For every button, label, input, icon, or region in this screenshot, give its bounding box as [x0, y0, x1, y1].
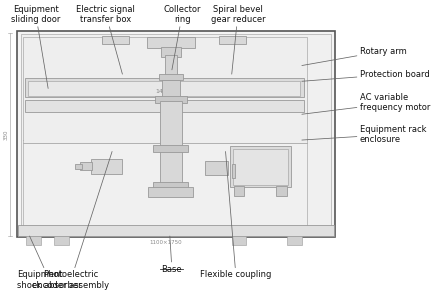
- Bar: [205, 161, 227, 175]
- Text: Equipment rack
enclosure: Equipment rack enclosure: [302, 124, 426, 144]
- Bar: [161, 47, 181, 57]
- Bar: [26, 236, 41, 245]
- Bar: [276, 186, 286, 196]
- Bar: [154, 145, 188, 152]
- Text: Rotary arm: Rotary arm: [302, 47, 407, 65]
- Text: 330: 330: [3, 129, 8, 140]
- Bar: [287, 236, 302, 245]
- Bar: [54, 236, 69, 245]
- Bar: [154, 96, 187, 103]
- Bar: [234, 186, 244, 196]
- Bar: [22, 143, 307, 235]
- Text: Base: Base: [161, 236, 182, 274]
- Text: Electric signal
transfer box: Electric signal transfer box: [77, 4, 136, 74]
- Bar: [17, 31, 335, 237]
- Bar: [159, 74, 183, 80]
- Bar: [74, 163, 81, 169]
- Text: 14G: 14G: [155, 89, 168, 94]
- Bar: [26, 78, 304, 97]
- Text: 1100×1750: 1100×1750: [150, 240, 182, 245]
- Bar: [220, 36, 246, 44]
- Text: Protection board: Protection board: [302, 70, 429, 81]
- Bar: [230, 146, 291, 187]
- Bar: [28, 81, 300, 96]
- Text: Equipment
sliding door: Equipment sliding door: [11, 4, 60, 88]
- Bar: [147, 37, 194, 48]
- Bar: [21, 34, 331, 235]
- Bar: [91, 159, 121, 174]
- Bar: [165, 55, 177, 77]
- Bar: [81, 162, 92, 170]
- Bar: [160, 101, 182, 186]
- Text: Spiral bevel
gear reducer: Spiral bevel gear reducer: [211, 4, 265, 74]
- Bar: [161, 80, 180, 97]
- Bar: [148, 187, 193, 197]
- Bar: [26, 101, 304, 112]
- Text: Collector
ring: Collector ring: [164, 4, 201, 70]
- Text: Flexible coupling: Flexible coupling: [200, 152, 271, 279]
- Bar: [102, 36, 128, 44]
- Bar: [232, 236, 246, 245]
- Text: Photoelectric
encoder assembly: Photoelectric encoder assembly: [32, 152, 112, 290]
- Bar: [18, 225, 334, 236]
- Bar: [233, 149, 288, 185]
- Bar: [232, 164, 235, 178]
- Text: AC variable
frequency motor: AC variable frequency motor: [302, 93, 430, 114]
- Bar: [22, 37, 307, 143]
- Text: Equipment
shock absorber: Equipment shock absorber: [17, 236, 82, 290]
- Bar: [154, 182, 188, 189]
